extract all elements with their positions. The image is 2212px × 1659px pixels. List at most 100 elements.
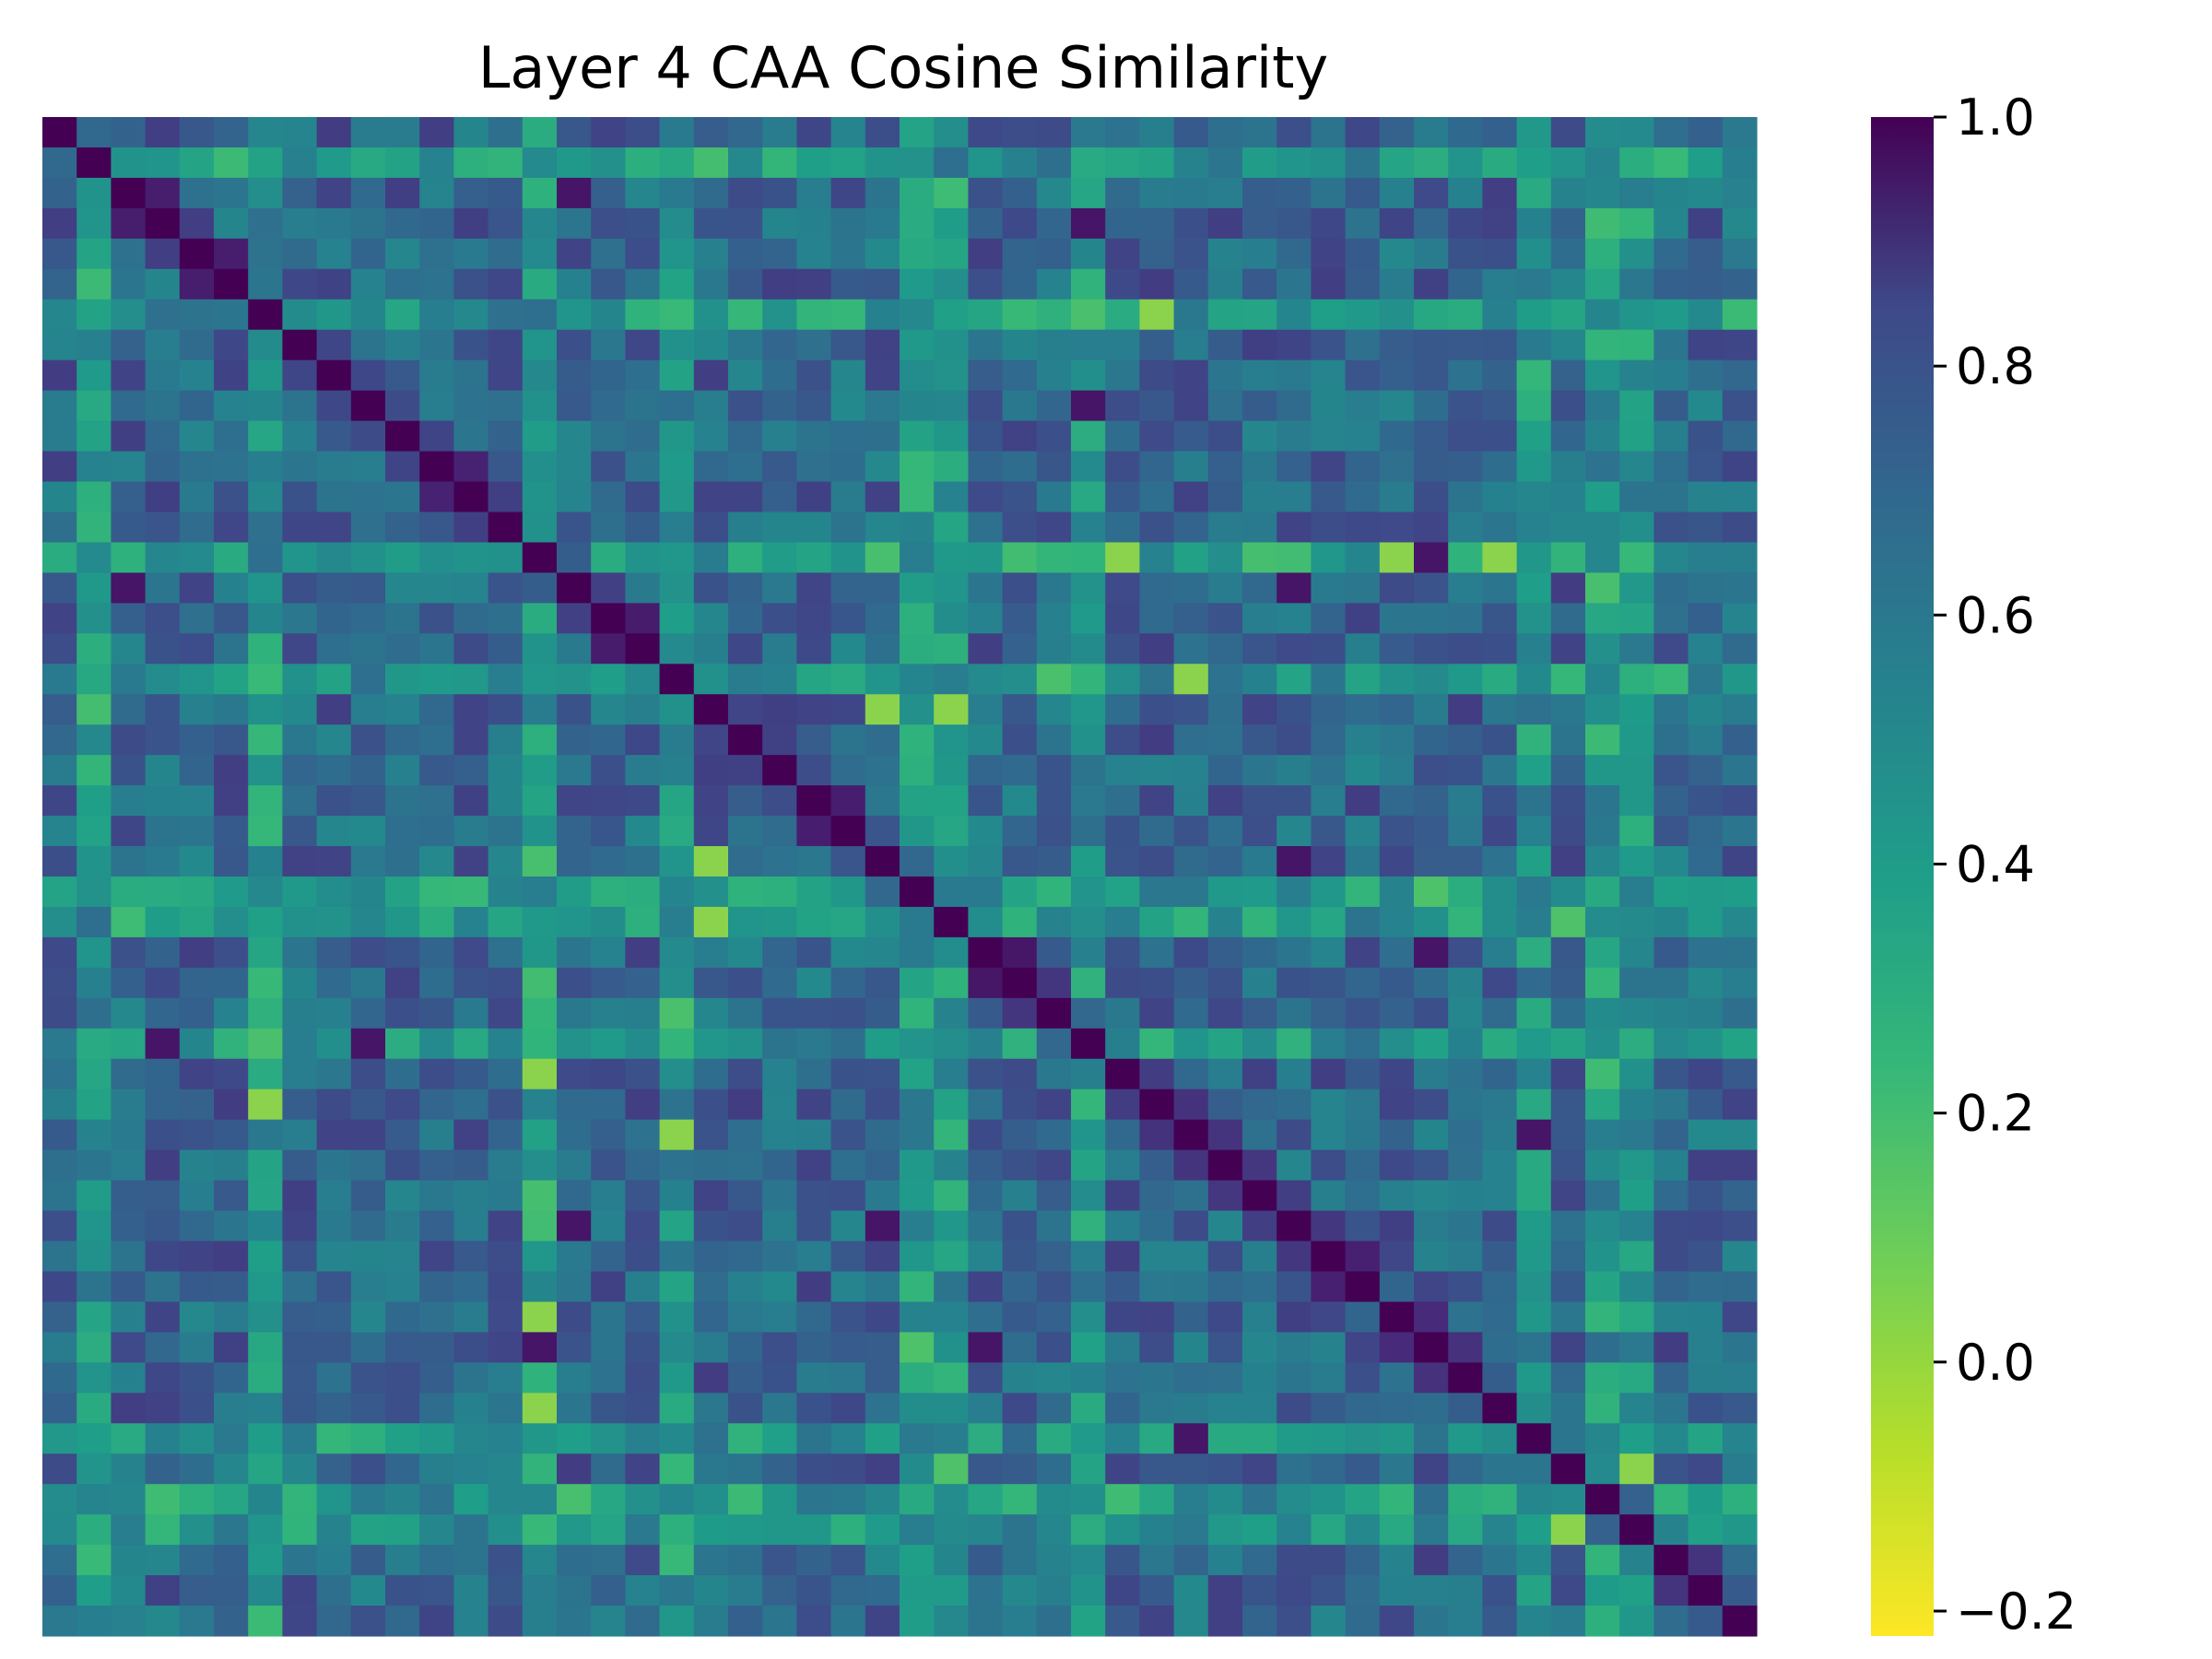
heatmap-cell xyxy=(179,359,215,392)
heatmap-cell xyxy=(1071,481,1106,513)
heatmap-cell xyxy=(214,1606,249,1637)
heatmap-cell xyxy=(488,420,524,453)
heatmap-cell xyxy=(111,846,147,877)
heatmap-cell xyxy=(1036,481,1072,513)
heatmap-cell xyxy=(1345,1423,1381,1454)
heatmap-cell xyxy=(1414,906,1449,938)
heatmap-cell xyxy=(1619,1210,1654,1242)
heatmap-cell xyxy=(145,329,181,361)
heatmap-cell xyxy=(76,177,112,209)
heatmap-cell xyxy=(1311,481,1347,513)
colorbar-tick-label: 0.2 xyxy=(1956,1085,2035,1143)
heatmap-cell xyxy=(488,1362,524,1394)
heatmap-cell xyxy=(557,1241,592,1273)
heatmap-cell xyxy=(1482,268,1518,300)
heatmap-cell xyxy=(1002,147,1038,179)
heatmap-cell xyxy=(762,785,797,817)
heatmap-cell xyxy=(419,512,454,544)
heatmap-cell xyxy=(1173,906,1209,938)
heatmap-cell xyxy=(934,390,969,422)
heatmap-cell xyxy=(42,694,77,725)
heatmap-cell xyxy=(214,1149,249,1182)
heatmap-cell xyxy=(1379,1119,1415,1151)
heatmap-cell xyxy=(522,785,558,817)
heatmap-cell xyxy=(385,1149,420,1182)
heatmap-cell xyxy=(145,390,181,422)
heatmap-cell xyxy=(1242,1514,1277,1546)
colorbar xyxy=(1871,117,1934,1636)
heatmap-cell xyxy=(522,1149,558,1182)
heatmap-cell xyxy=(1002,359,1038,392)
heatmap-cell xyxy=(1448,1423,1483,1454)
heatmap-cell xyxy=(693,1028,729,1060)
heatmap-cell xyxy=(1619,1393,1654,1424)
heatmap-cell xyxy=(1207,512,1243,544)
heatmap-cell xyxy=(1345,633,1381,665)
heatmap-cell xyxy=(76,967,112,999)
heatmap-cell xyxy=(693,1575,729,1606)
heatmap-cell xyxy=(316,1301,352,1333)
heatmap-cell xyxy=(557,1149,592,1182)
heatmap-cell xyxy=(1173,299,1209,331)
heatmap-cell xyxy=(557,1028,592,1060)
heatmap-cell xyxy=(865,420,900,453)
heatmap-cell xyxy=(1414,1028,1449,1060)
heatmap-cell xyxy=(1242,1180,1277,1212)
heatmap-cell xyxy=(1550,359,1586,392)
heatmap-cell xyxy=(282,1362,318,1394)
heatmap-cell xyxy=(865,451,900,483)
heatmap-cell xyxy=(145,117,181,148)
heatmap-cell xyxy=(1311,755,1347,786)
heatmap-cell xyxy=(693,329,729,361)
heatmap-cell xyxy=(865,117,900,148)
heatmap-cell xyxy=(1002,1119,1038,1151)
heatmap-cell xyxy=(145,420,181,453)
heatmap-cell xyxy=(385,329,420,361)
heatmap-cell xyxy=(282,390,318,422)
heatmap-cell xyxy=(111,785,147,817)
heatmap-cell xyxy=(1653,268,1689,300)
heatmap-cell xyxy=(385,1423,420,1454)
heatmap-cell xyxy=(591,936,626,969)
heatmap-cell xyxy=(693,1423,729,1454)
heatmap-cell xyxy=(1105,1606,1140,1637)
heatmap-cell xyxy=(693,1545,729,1576)
heatmap-cell xyxy=(1105,1210,1140,1242)
heatmap-cell xyxy=(248,359,283,392)
heatmap-cell xyxy=(350,572,386,604)
heatmap-cell xyxy=(1002,1088,1038,1121)
heatmap-cell xyxy=(214,1545,249,1576)
heatmap-cell xyxy=(419,603,454,634)
heatmap-cell xyxy=(934,1332,969,1363)
heatmap-cell xyxy=(693,603,729,634)
heatmap-cell xyxy=(830,664,866,695)
heatmap-cell xyxy=(1036,117,1072,148)
heatmap-cell xyxy=(1277,1484,1312,1515)
heatmap-cell xyxy=(76,1058,112,1090)
heatmap-cell xyxy=(762,299,797,331)
heatmap-cell xyxy=(453,1149,489,1182)
heatmap-cell xyxy=(1448,177,1483,209)
heatmap-cell xyxy=(1722,1149,1758,1182)
heatmap-cell xyxy=(1379,1545,1415,1576)
heatmap-cell xyxy=(42,451,77,483)
heatmap-cell xyxy=(1516,1423,1552,1454)
heatmap-cell xyxy=(1653,967,1689,999)
heatmap-cell xyxy=(659,1301,695,1333)
heatmap-cell xyxy=(385,420,420,453)
heatmap-cell xyxy=(591,1484,626,1515)
heatmap-cell xyxy=(1036,1514,1072,1546)
heatmap-cell xyxy=(1105,420,1140,453)
heatmap-cell xyxy=(419,967,454,999)
heatmap-cell xyxy=(179,329,215,361)
heatmap-cell xyxy=(693,936,729,969)
heatmap-cell xyxy=(1550,936,1586,969)
heatmap-cell xyxy=(557,1180,592,1212)
heatmap-cell xyxy=(1277,1393,1312,1424)
heatmap-cell xyxy=(796,542,832,573)
heatmap-cell xyxy=(591,633,626,665)
heatmap-cell xyxy=(1516,512,1552,544)
heatmap-cell xyxy=(1379,420,1415,453)
heatmap-cell xyxy=(1585,816,1620,847)
heatmap-cell xyxy=(693,207,729,240)
